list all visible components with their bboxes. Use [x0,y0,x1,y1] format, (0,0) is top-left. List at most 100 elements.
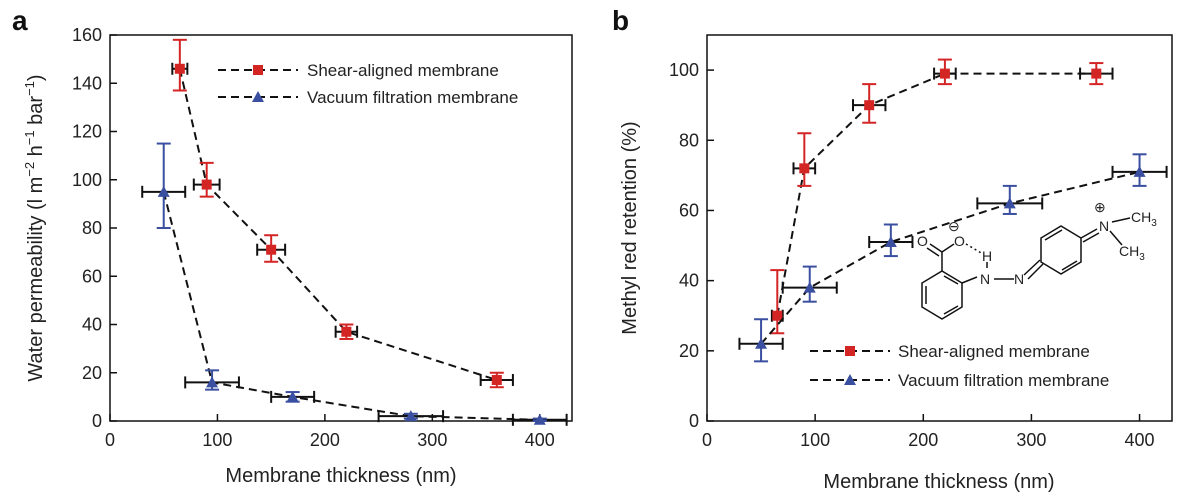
y-tick-label-1: 20 [82,363,102,383]
panel-b-ticks: 0 100 200 300 400 0 20 40 60 80 100 [669,60,1155,450]
y-tick-label-7: 140 [72,73,102,93]
shear-point-0-marker [772,310,783,321]
y-tick-label-5: 100 [72,170,102,190]
shear-point-1-marker [201,179,212,190]
ylabel-exp-3: −1 [22,81,37,96]
y-tick-label-2: 40 [82,315,102,335]
ring-left-inner-bond-3 [943,275,959,285]
panel-a-x-axis-title: Membrane thickness (nm) [225,465,456,487]
panel-a-label: a [12,5,28,36]
x-tick-label-3: 300 [417,430,447,450]
vacuum-point-1-marker [206,376,219,388]
y-tick-label-8: 160 [72,25,102,45]
y-tick-label-0: 0 [689,411,699,431]
vacuum-point-4-marker [1133,165,1146,177]
quinoid-ring-right [1040,225,1082,275]
atom-n-amine: N [980,271,990,287]
vacuum-point-3-marker [1003,197,1016,209]
panel-b-x-axis-title: Membrane thickness (nm) [823,471,1054,493]
methyl-lower-ch: CH [1119,243,1139,259]
panel-b: b 0 100 200 300 400 0 20 40 60 80 100 Membrane thi… [612,5,1173,493]
legend-b-vacuum-label: Vacuum filtration membrane [898,371,1109,390]
shear-point-1-marker [799,163,810,174]
bond-ring-nplus-1 [1080,228,1098,239]
bond-ring-nplus-2 [1082,232,1100,243]
ylabel-exp-1: −2 [22,162,37,177]
atom-n-azo: N [1014,271,1024,287]
ylabel-mid-2: bar [25,96,47,131]
x-tick-label-2: 200 [310,430,340,450]
ylabel-post: ) [25,74,47,81]
atom-h: H [982,248,992,264]
panel-a-series [141,38,568,426]
bond-nplus-ch3-lower [1109,230,1123,246]
y-tick-label-2: 40 [679,271,699,291]
charge-minus-icon: ⊖ [948,218,960,234]
bond-ring-nh [961,276,978,284]
legend-b-shear-label: Shear-aligned membrane [898,342,1090,361]
x-tick-label-4: 400 [1125,430,1155,450]
panel-b-series [738,58,1168,363]
shear-point-2-marker [864,100,875,111]
hydrogen-bond-dots [965,243,984,255]
atom-n-plus: N [1099,218,1109,234]
methyl-lower: CH3 [1119,243,1145,263]
methyl-lower-sub: 3 [1139,252,1145,263]
bond-carbonyl-2 [926,247,940,257]
shear-point-3-marker [939,68,950,79]
vacuum-point-3-marker [404,410,417,422]
series-line-vacuum [162,191,540,421]
y-tick-label-4: 80 [679,130,699,150]
x-tick-label-1: 100 [202,430,232,450]
methyl-upper: CH3 [1131,209,1157,229]
methyl-red-structure [921,217,1131,320]
x-tick-label-0: 0 [702,430,712,450]
methyl-upper-sub: 3 [1151,218,1157,229]
shear-point-3-marker [341,326,352,337]
x-tick-label-0: 0 [105,430,115,450]
x-tick-label-4: 400 [525,430,555,450]
ring-right-inner-bond-1 [1044,229,1063,241]
vacuum-point-0-marker [157,185,170,197]
ylabel-mid-1: h [25,145,47,162]
ring-right-inner-bond-2 [1061,260,1078,271]
shear-point-4-marker [491,374,502,385]
bond-azo-double-2 [1027,263,1044,280]
legend-b-vacuum-marker [844,374,856,385]
benzene-ring-left [921,270,963,320]
series-line-shear [178,68,498,381]
y-tick-label-6: 120 [72,122,102,142]
legend-a-vacuum-label: Vacuum filtration membrane [307,88,518,107]
x-tick-label-3: 300 [1016,430,1046,450]
charge-plus-icon: ⊕ [1094,199,1106,215]
y-tick-label-5: 100 [669,60,699,80]
panel-b-legend: Shear-aligned membrane Vacuum filtration… [810,342,1109,390]
legend-a-shear-label: Shear-aligned membrane [307,61,499,80]
legend-a-shear-marker [253,65,263,75]
vacuum-point-1-marker [803,281,816,293]
bond-c-ominus [941,243,955,253]
ring-left-inner-bond-2 [943,305,959,315]
panel-a-ticks: 0 100 200 300 400 0 20 40 60 80 100 120 140 160 [72,25,555,450]
vacuum-point-2-marker [286,390,299,402]
shear-point-2-marker [266,244,277,255]
shear-point-0-marker [174,63,185,74]
x-tick-label-1: 100 [800,430,830,450]
y-tick-label-3: 60 [82,266,102,286]
x-tick-label-2: 200 [908,430,938,450]
legend-a-vacuum-marker [252,91,264,102]
vacuum-point-2-marker [884,236,897,248]
methyl-upper-ch: CH [1131,209,1151,225]
y-tick-label-1: 20 [679,341,699,361]
y-tick-label-0: 0 [92,411,102,431]
panel-a-legend: Shear-aligned membrane Vacuum filtration… [218,61,518,107]
vacuum-point-4-marker [533,413,546,425]
molecule-labels: O O ⊖ H N N N ⊕ CH3 CH3 [917,199,1157,287]
ylabel-exp-2: −1 [22,130,37,145]
vacuum-point-0-marker [755,337,768,349]
y-tick-label-3: 60 [679,200,699,220]
bond-nplus-ch3-upper [1111,217,1131,223]
bond-azo-double-1 [1023,259,1041,276]
panel-a-y-axis-title: Water permeability (l m−2 h−1 bar−1) [22,74,47,381]
